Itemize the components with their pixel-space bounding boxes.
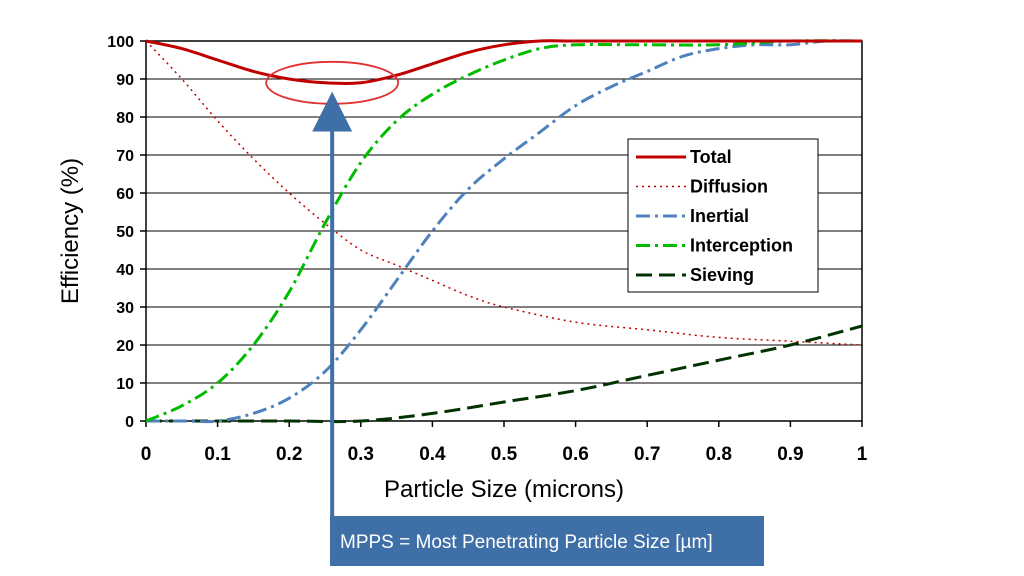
series-diffusion-line bbox=[145, 40, 863, 346]
x-tick-label: 0.8 bbox=[706, 444, 732, 465]
y-tick-label: 60 bbox=[116, 186, 134, 203]
y-tick-label: 10 bbox=[116, 376, 134, 393]
series-inertial-line bbox=[145, 39, 863, 424]
legend-label-sieving: Sieving bbox=[690, 265, 754, 285]
grid-lines bbox=[146, 78, 862, 384]
callout-box bbox=[330, 516, 764, 566]
y-tick-label: 70 bbox=[116, 148, 134, 165]
x-tick-label: 0.5 bbox=[491, 444, 518, 465]
y-tick-label: 40 bbox=[116, 262, 134, 279]
x-tick-label: 0.3 bbox=[348, 444, 374, 465]
legend-label-interception: Interception bbox=[690, 236, 793, 256]
y-tick-label: 90 bbox=[116, 72, 134, 89]
x-axis-label: Particle Size (microns) bbox=[384, 476, 624, 503]
callout-text: MPPS = Most Penetrating Particle Size [µ… bbox=[340, 532, 713, 553]
y-tick-label: 30 bbox=[116, 300, 134, 317]
series-total-line bbox=[145, 39, 862, 86]
series-sieving-line bbox=[145, 324, 863, 424]
y-tick-label: 80 bbox=[116, 110, 134, 127]
x-tick-label: 0 bbox=[141, 444, 152, 465]
y-tick-label: 50 bbox=[116, 224, 134, 241]
x-tick-label: 0.6 bbox=[562, 444, 588, 465]
x-tick-label: 0.7 bbox=[634, 444, 660, 465]
y-axis-label: Efficiency (%) bbox=[57, 158, 84, 304]
x-tick-label: 0.1 bbox=[204, 444, 231, 465]
series-interception-line bbox=[145, 39, 863, 423]
legend-label-inertial: Inertial bbox=[690, 206, 749, 226]
y-tick-label: 100 bbox=[107, 34, 134, 51]
x-tick-label: 0.9 bbox=[777, 444, 803, 465]
axis-ticks: 0 10 20 30 40 50 60 70 80 90 100 0 0.1 0.2 0.3 0.4 0.5 0.… bbox=[107, 34, 867, 465]
y-tick-label: 0 bbox=[125, 414, 134, 431]
legend-box bbox=[627, 138, 819, 293]
series-lines bbox=[145, 39, 863, 424]
x-tick-label: 0.4 bbox=[419, 444, 446, 465]
annotations bbox=[265, 60, 400, 535]
callout: MPPS = Most Penetrating Particle Size [µ… bbox=[330, 516, 764, 566]
x-tick-label: 1 bbox=[857, 444, 868, 465]
legend-label-total: Total bbox=[690, 147, 732, 167]
legend: Total Diffusion Inertial Interception Sievin… bbox=[627, 138, 819, 293]
legend-label-diffusion: Diffusion bbox=[690, 177, 768, 197]
y-tick-label: 20 bbox=[116, 338, 134, 355]
x-tick-label: 0.2 bbox=[276, 444, 302, 465]
